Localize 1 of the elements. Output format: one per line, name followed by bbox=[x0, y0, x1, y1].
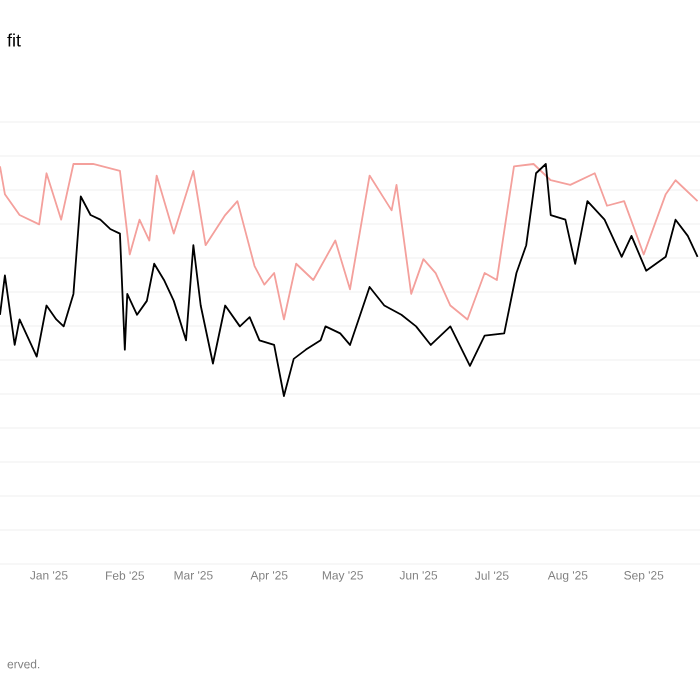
chart-title: fit bbox=[7, 33, 21, 47]
